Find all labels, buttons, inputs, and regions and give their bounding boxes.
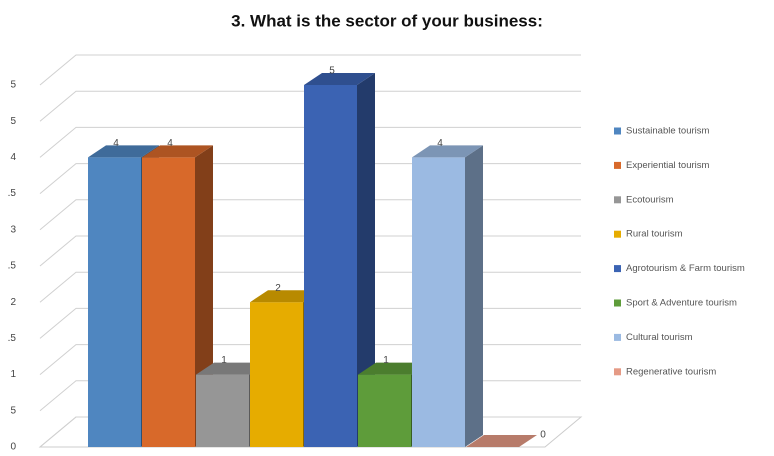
legend-label: Agrotourism & Farm tourism [626,263,745,274]
data-label: 1 [383,355,389,366]
legend-label: Rural tourism [626,229,683,240]
y-tick-label: 4 [10,152,16,163]
bar-top [358,362,429,375]
y-tick-label: 5 [10,116,16,127]
bar-top [466,435,537,447]
data-label: 2 [275,283,281,294]
legend-swatch [614,127,621,135]
y-tick-label: 5 [10,405,16,416]
bar-top [196,362,267,375]
y-tick-label: 3 [10,224,16,235]
legend-label: Ecotourism [626,194,674,205]
bar-side [357,73,375,447]
bar [304,85,357,447]
legend-label: Cultural tourism [626,332,693,343]
bar-group [304,73,375,447]
bar-group [412,145,483,447]
legend-swatch [614,299,621,307]
legend: Sustainable tourism Experiential tourism E… [614,126,745,377]
legend-swatch [614,161,621,169]
grid-line [39,90,581,122]
bar-top [412,145,483,158]
bar [196,374,249,447]
bar [142,157,195,447]
y-tick-label: .5 [8,261,17,272]
y-tick-label: .5 [8,333,17,344]
legend-label: Sustainable tourism [626,126,710,137]
chart-title: 3. What is the sector of your business: [231,11,543,30]
legend-swatch [614,333,621,341]
bar-top [88,145,159,158]
y-tick-label: 2 [10,297,16,308]
legend-swatch [614,196,621,204]
grid-line [39,54,581,86]
y-tick-label: .5 [8,188,17,199]
data-label: 4 [113,138,119,149]
legend-label: Sport & Adventure tourism [626,298,737,309]
bar [412,157,465,447]
data-label: 0 [540,430,546,441]
data-label: 5 [329,66,335,77]
legend-swatch [614,230,621,238]
y-tick-label: 1 [10,369,16,380]
legend-swatch [614,265,621,273]
legend-label: Experiential tourism [626,160,710,171]
y-tick-label: 0 [10,442,16,453]
data-label: 4 [167,138,173,149]
bar-top [304,73,375,85]
bar-top [250,290,321,303]
bar-group [142,145,213,447]
bar [250,302,303,447]
bar-group [466,435,537,447]
y-tick-label: 5 [10,80,16,91]
bar-top [142,145,213,158]
data-label: 4 [437,138,443,149]
bar [88,157,141,447]
legend-label: Regenerative tourism [626,366,716,377]
grid-line [39,126,581,158]
legend-swatch [614,368,621,376]
bar [358,374,411,447]
data-label: 1 [221,355,227,366]
bar-side [465,145,483,447]
